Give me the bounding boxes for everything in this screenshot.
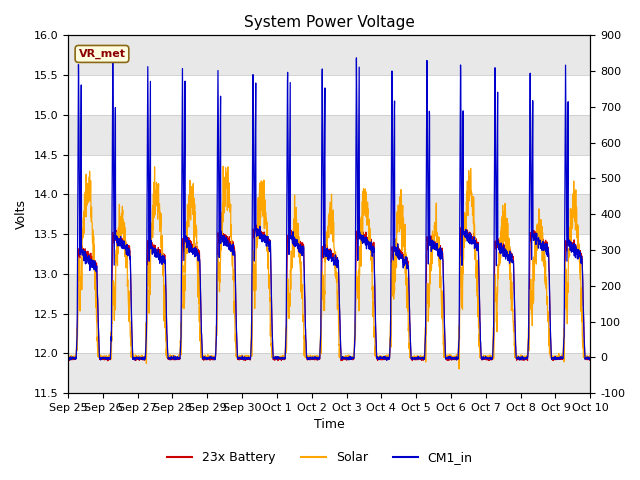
Bar [68, 36, 590, 75]
Text: VR_met: VR_met [79, 49, 125, 59]
X-axis label: Time: Time [314, 419, 344, 432]
Bar [68, 194, 590, 234]
Legend: 23x Battery, Solar, CM1_in: 23x Battery, Solar, CM1_in [163, 446, 477, 469]
Bar [68, 353, 590, 393]
Bar [68, 313, 590, 353]
Y-axis label: Volts: Volts [15, 199, 28, 229]
Bar [68, 75, 590, 115]
Bar [68, 234, 590, 274]
Bar [68, 115, 590, 155]
Bar [68, 274, 590, 313]
Bar [68, 155, 590, 194]
Title: System Power Voltage: System Power Voltage [244, 15, 415, 30]
